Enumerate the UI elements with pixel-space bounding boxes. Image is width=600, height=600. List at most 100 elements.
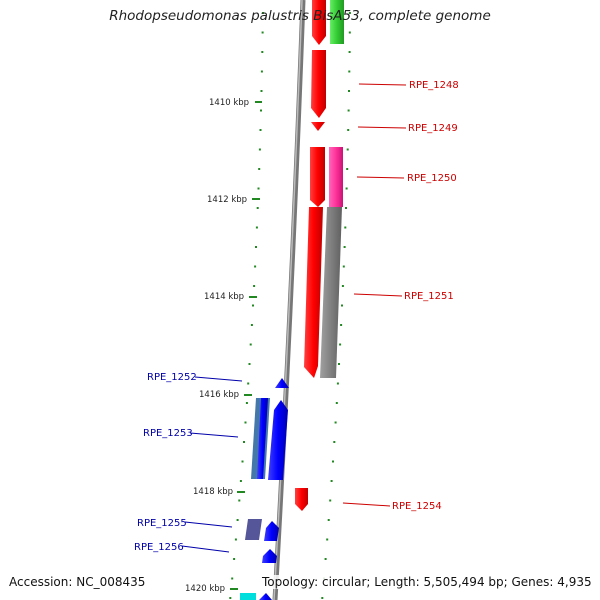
scale-label-1412: 1412 kbp (207, 195, 247, 205)
minor-tick (347, 129, 350, 131)
gene-rpe-1255[interactable] (264, 521, 279, 541)
minor-tick (348, 31, 351, 34)
map-title: Rhodopseudomonas palustris BisA53, compl… (109, 8, 491, 24)
minor-tick (340, 324, 343, 326)
minor-tick (344, 226, 347, 229)
minor-tick (341, 304, 343, 307)
label-leaders (181, 83, 407, 553)
minor-tick (244, 421, 247, 424)
scale-label-1414: 1414 kbp (204, 292, 244, 302)
gene-block-top-red[interactable] (312, 0, 326, 45)
minor-tick (327, 519, 330, 521)
gene-bottom-blue[interactable] (259, 593, 272, 600)
minor-tick (348, 90, 350, 92)
accession-text: Accession: NC_008435 (9, 575, 146, 589)
minor-tick (257, 187, 260, 190)
gene-rpe-1255-slate[interactable] (245, 519, 262, 540)
label-rpe-1251[interactable]: RPE_1251 (404, 291, 454, 302)
minor-tick (233, 558, 236, 560)
backbone-arc (272, 0, 306, 600)
minor-tick (231, 577, 234, 580)
topology-text: Topology: circular; Length: 5,505,494 bp… (262, 575, 592, 589)
label-rpe-1252[interactable]: RPE_1252 (147, 372, 197, 383)
minor-tick (234, 538, 237, 541)
minor-tick (332, 460, 334, 463)
minor-tick (258, 148, 261, 151)
gene-rpe-1253b[interactable] (268, 400, 288, 480)
label-rpe-1248[interactable]: RPE_1248 (409, 80, 459, 91)
minor-tick (346, 168, 349, 170)
minor-tick (329, 499, 332, 502)
minor-tick (260, 90, 263, 92)
minor-tick (255, 226, 258, 229)
minor-tick (229, 597, 232, 599)
gene-rpe-1248[interactable] (311, 50, 326, 118)
backbone-arc-highlight (273, 0, 303, 600)
gene-bottom-cyan[interactable] (240, 593, 256, 600)
label-rpe-1255[interactable]: RPE_1255 (137, 518, 187, 529)
scale-label-1410: 1410 kbp (209, 98, 249, 108)
minor-tick (239, 480, 242, 482)
gene-block-top-green[interactable] (330, 0, 344, 44)
label-rpe-1249[interactable]: RPE_1249 (408, 123, 458, 134)
gene-rpe-1250-magenta[interactable] (329, 147, 343, 207)
forward-strand-genes (295, 0, 344, 511)
reverse-strand-genes (240, 378, 289, 600)
gene-rpe-1249[interactable] (311, 122, 325, 131)
minor-tick (238, 499, 241, 502)
minor-tick (255, 246, 257, 248)
minor-tick (345, 207, 347, 209)
minor-tick (348, 70, 351, 73)
minor-tick (258, 168, 261, 170)
gene-rpe-1253[interactable] (257, 398, 268, 479)
minor-tick (256, 207, 259, 209)
minor-tick (335, 402, 338, 404)
minor-tick (241, 460, 244, 463)
gene-rpe-1252[interactable] (275, 378, 289, 388)
minor-tick (243, 441, 245, 443)
scale-label-1418: 1418 kbp (193, 487, 233, 497)
gene-rpe-1254[interactable] (295, 488, 308, 511)
tick-track-left (229, 12, 264, 599)
minor-tick (254, 265, 257, 268)
minor-tick (245, 402, 248, 404)
gene-rpe-1250[interactable] (310, 147, 325, 207)
minor-tick (261, 51, 264, 53)
minor-tick (338, 363, 340, 365)
minor-tick (339, 343, 342, 346)
scale-label-1416: 1416 kbp (199, 390, 239, 400)
minor-tick (324, 558, 327, 560)
minor-tick (333, 441, 336, 443)
minor-tick (347, 109, 350, 112)
minor-tick (330, 480, 333, 482)
minor-tick (261, 31, 264, 34)
gene-rpe-1251[interactable] (304, 207, 323, 378)
minor-tick (259, 129, 262, 131)
minor-tick (336, 382, 339, 385)
label-rpe-1253[interactable]: RPE_1253 (143, 428, 193, 439)
minor-tick (345, 187, 348, 190)
minor-tick (260, 109, 262, 112)
label-rpe-1254[interactable]: RPE_1254 (392, 501, 442, 512)
minor-tick (236, 519, 239, 521)
minor-tick (321, 597, 324, 599)
minor-tick (261, 12, 264, 14)
minor-tick (348, 12, 351, 14)
minor-tick (334, 421, 337, 424)
label-rpe-1256[interactable]: RPE_1256 (134, 542, 184, 553)
scale-ticks: 1410 kbp 1412 kbp 1414 kbp 1416 kbp 1418… (185, 98, 262, 594)
minor-tick (247, 382, 250, 385)
gene-rpe-1256[interactable] (262, 549, 277, 563)
label-rpe-1250[interactable]: RPE_1250 (407, 173, 457, 184)
minor-tick (248, 363, 251, 365)
minor-tick (250, 324, 253, 326)
minor-tick (342, 265, 345, 268)
minor-tick (260, 70, 263, 73)
minor-tick (348, 51, 351, 53)
minor-tick (249, 343, 252, 346)
minor-tick (326, 538, 329, 541)
minor-tick (346, 148, 349, 151)
gene-rpe-1251-gray[interactable] (320, 207, 342, 378)
minor-tick (252, 304, 254, 307)
